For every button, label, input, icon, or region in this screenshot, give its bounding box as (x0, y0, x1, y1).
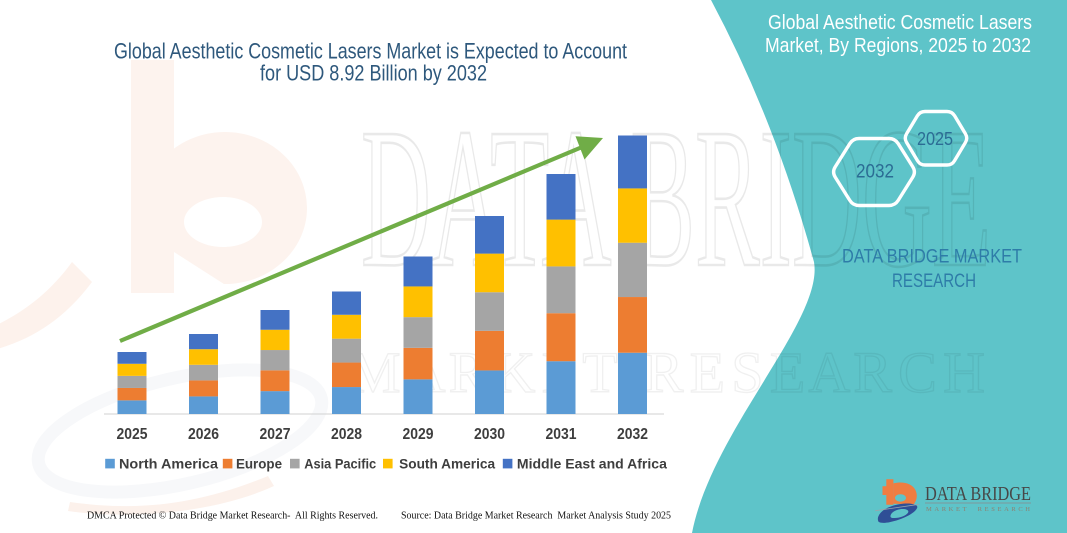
svg-text:Global Aesthetic Cosmetic Lase: Global Aesthetic Cosmetic Lasers (768, 12, 1032, 34)
svg-text:2029: 2029 (403, 426, 434, 443)
svg-text:Europe: Europe (236, 455, 282, 471)
svg-text:DATA BRIDGE MARKET: DATA BRIDGE MARKET (842, 247, 1022, 268)
svg-text:Middle East and Africa: Middle East and Africa (517, 455, 667, 471)
svg-text:Source: Data Bridge Market Res: Source: Data Bridge Market Research Mark… (401, 510, 671, 522)
svg-text:M A R K E T R E S E A R C H: M A R K E T R E S E A R C H (349, 340, 985, 405)
svg-text:DATA BRIDGE: DATA BRIDGE (925, 483, 1031, 505)
svg-text:DATA BRIDGE: DATA BRIDGE (361, 88, 991, 309)
svg-text:RESEARCH: RESEARCH (892, 271, 976, 292)
svg-text:2032: 2032 (856, 162, 894, 183)
svg-text:for USD 8.92 Billion by 2032: for USD 8.92 Billion by 2032 (260, 61, 487, 86)
svg-text:2028: 2028 (331, 426, 362, 443)
svg-text:2030: 2030 (474, 426, 505, 443)
svg-text:Global Aesthetic Cosmetic Lase: Global Aesthetic Cosmetic Lasers Market … (114, 39, 627, 64)
svg-text:North America: North America (119, 455, 218, 471)
svg-text:Market, By Regions, 2025 to 20: Market, By Regions, 2025 to 2032 (765, 35, 1031, 57)
svg-text:2025: 2025 (117, 426, 148, 443)
svg-text:2032: 2032 (617, 426, 648, 443)
svg-text:2025: 2025 (917, 129, 953, 149)
svg-text:South America: South America (399, 455, 495, 471)
svg-text:2027: 2027 (260, 426, 291, 443)
svg-text:MARKET RESEARCH: MARKET RESEARCH (926, 506, 1030, 513)
svg-text:2026: 2026 (188, 426, 219, 443)
svg-text:Asia Pacific: Asia Pacific (304, 455, 376, 471)
svg-text:DMCA Protected © Data Bridge M: DMCA Protected © Data Bridge Market Rese… (87, 510, 378, 522)
svg-text:2031: 2031 (546, 426, 577, 443)
